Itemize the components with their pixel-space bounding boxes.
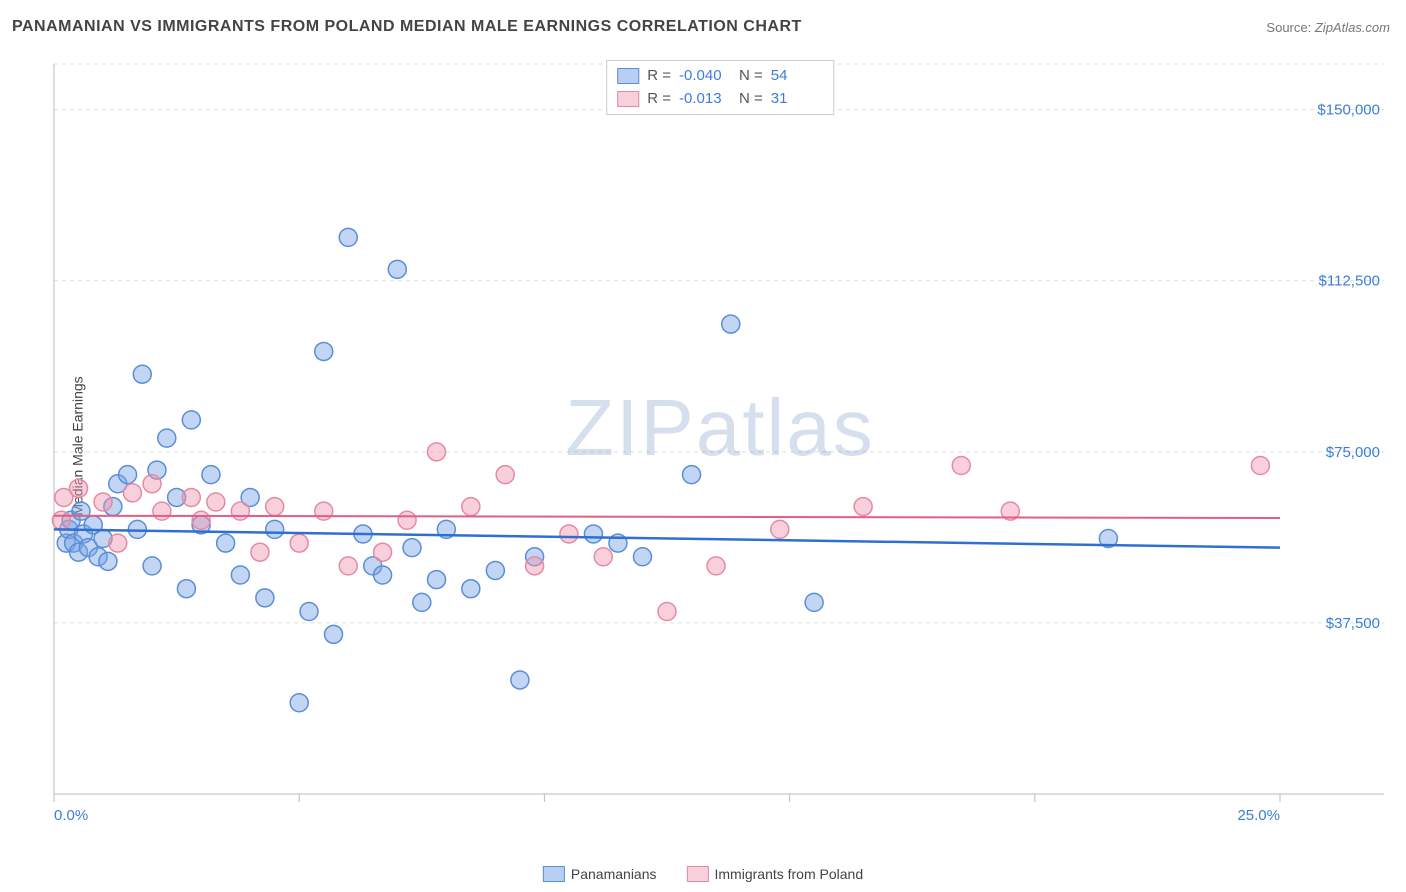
- stats-row-poland: R = -0.013 N = 31: [617, 88, 823, 111]
- r-label: R =: [647, 65, 671, 88]
- swatch-pink-icon: [687, 866, 709, 882]
- stats-legend: R = -0.040 N = 54 R = -0.013 N = 31: [606, 60, 834, 115]
- scatter-plot: $37,500 $75,000 $112,500 $150,000 0.0% 25.0%: [50, 58, 1390, 828]
- n-value-2: 31: [771, 88, 823, 111]
- svg-text:$75,000: $75,000: [1326, 444, 1380, 461]
- bottom-legend: Panamanians Immigrants from Poland: [543, 866, 863, 882]
- plot-area: $37,500$75,000$112,500$150,0000.0%25.0% …: [50, 58, 1390, 828]
- stats-row-panamanians: R = -0.040 N = 54: [617, 65, 823, 88]
- swatch-blue-icon: [617, 68, 639, 84]
- r-label: R =: [647, 88, 671, 111]
- svg-text:$150,000: $150,000: [1317, 102, 1380, 119]
- r-value-1: -0.040: [679, 65, 731, 88]
- r-value-2: -0.013: [679, 88, 731, 111]
- legend-label-1: Panamanians: [571, 866, 657, 882]
- n-label: N =: [739, 65, 763, 88]
- source-label: Source:: [1266, 20, 1311, 35]
- svg-text:0.0%: 0.0%: [54, 807, 88, 824]
- legend-label-2: Immigrants from Poland: [715, 866, 864, 882]
- legend-item-panamanians: Panamanians: [543, 866, 657, 882]
- swatch-blue-icon: [543, 866, 565, 882]
- source-value: ZipAtlas.com: [1315, 20, 1390, 35]
- legend-item-poland: Immigrants from Poland: [687, 866, 864, 882]
- svg-text:25.0%: 25.0%: [1237, 807, 1280, 824]
- svg-text:$37,500: $37,500: [1326, 615, 1380, 632]
- n-label: N =: [739, 88, 763, 111]
- chart-title: PANAMANIAN VS IMMIGRANTS FROM POLAND MED…: [12, 18, 802, 36]
- swatch-pink-icon: [617, 91, 639, 107]
- source-attribution: Source: ZipAtlas.com: [1266, 20, 1390, 35]
- svg-text:$112,500: $112,500: [1319, 273, 1380, 290]
- n-value-1: 54: [771, 65, 823, 88]
